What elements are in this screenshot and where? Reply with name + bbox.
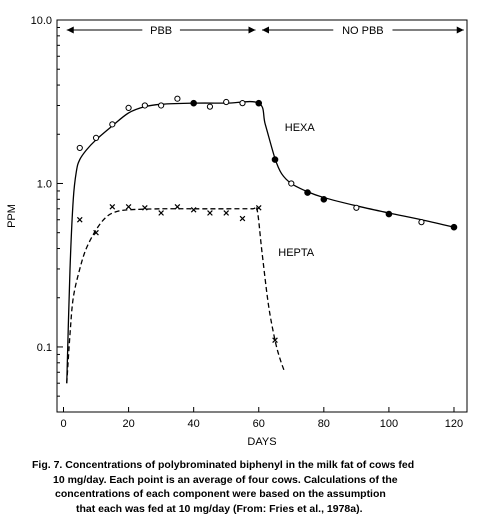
data-point-hexa	[223, 98, 230, 106]
plot-frame	[56, 19, 468, 413]
phase-arrowhead-left	[66, 26, 74, 34]
data-point-hexa	[418, 219, 425, 226]
phase-label: NO PBB	[342, 25, 384, 37]
data-point-hexa	[271, 156, 279, 163]
data-point-hexa	[109, 121, 116, 128]
x-tick-label: 60	[253, 418, 265, 430]
data-point-hexa	[125, 104, 132, 111]
series-curves	[66, 100, 455, 384]
data-point-hexa	[255, 99, 263, 107]
data-point-hepta	[223, 210, 230, 216]
data-point-hexa	[158, 102, 165, 109]
x-tick-label: 20	[122, 418, 134, 430]
data-point-hexa	[76, 144, 83, 152]
x-axis-label: DAYS	[247, 436, 276, 448]
caption-line: Fig. 7. Concentrations of polybrominated…	[32, 459, 415, 471]
data-point-hexa	[385, 210, 393, 218]
data-point-hexa	[353, 204, 360, 211]
phase-annotations: PBB NO PBB	[66, 25, 464, 37]
axes: 0 20 40 60 80 100 120 DAYS 0.1 1.0 10.0 PPM	[6, 15, 468, 448]
data-point-hepta	[174, 203, 181, 210]
data-point-hexa	[190, 99, 197, 107]
data-point-hexa	[288, 180, 295, 187]
phase-arrowhead-right	[248, 26, 256, 34]
data-point-hexa	[174, 95, 181, 102]
y-axis-label: PPM	[6, 204, 18, 228]
x-tick-label: 120	[445, 418, 463, 430]
data-point-hepta	[93, 229, 99, 236]
phase-arrowhead-right	[456, 26, 464, 34]
caption-line: concentrations of each component were ba…	[55, 488, 386, 500]
data-point-hexa	[320, 196, 328, 203]
series-line-hepta	[66, 205, 286, 384]
y-tick-label: 0.1	[37, 342, 52, 354]
y-tick-label: 1.0	[37, 178, 52, 190]
series-label-hepta: HEPTA	[278, 247, 315, 259]
series-labels: HEXA HEPTA	[278, 122, 315, 259]
data-markers	[76, 95, 458, 344]
data-point-hexa	[206, 103, 214, 110]
data-point-hepta	[158, 210, 164, 216]
data-point-hexa	[239, 100, 246, 107]
chart: 0 20 40 60 80 100 120 DAYS 0.1 1.0 10.0 PPM PBB NO P…	[6, 15, 468, 448]
phase-label: PBB	[150, 25, 172, 37]
x-tick-label: 80	[318, 418, 330, 430]
series-label-hexa: HEXA	[285, 122, 316, 134]
x-tick-label: 0	[60, 418, 66, 430]
x-tick-label: 100	[380, 418, 398, 430]
data-point-hepta	[142, 204, 148, 211]
data-point-hepta	[272, 337, 278, 344]
data-point-hepta	[239, 215, 246, 222]
caption-line: that each was fed at 10 mg/day (From: Fr…	[76, 502, 363, 515]
data-point-hepta	[190, 206, 197, 213]
phase-arrowhead-left	[262, 26, 269, 34]
data-point-hepta	[76, 216, 83, 223]
data-point-hepta	[125, 203, 132, 210]
data-point-hepta	[109, 203, 116, 210]
caption-line: 10 mg/day. Each point is an average of f…	[53, 473, 398, 486]
data-point-hepta	[255, 204, 262, 211]
data-point-hexa	[141, 102, 148, 109]
y-tick-label: 10.0	[31, 15, 52, 27]
figure-caption: Fig. 7. Concentrations of polybrominated…	[0, 458, 491, 516]
data-point-hexa	[450, 223, 458, 231]
data-point-hexa	[92, 134, 100, 142]
data-point-hepta	[207, 210, 213, 216]
data-point-hexa	[304, 189, 311, 196]
x-tick-label: 40	[188, 418, 200, 430]
